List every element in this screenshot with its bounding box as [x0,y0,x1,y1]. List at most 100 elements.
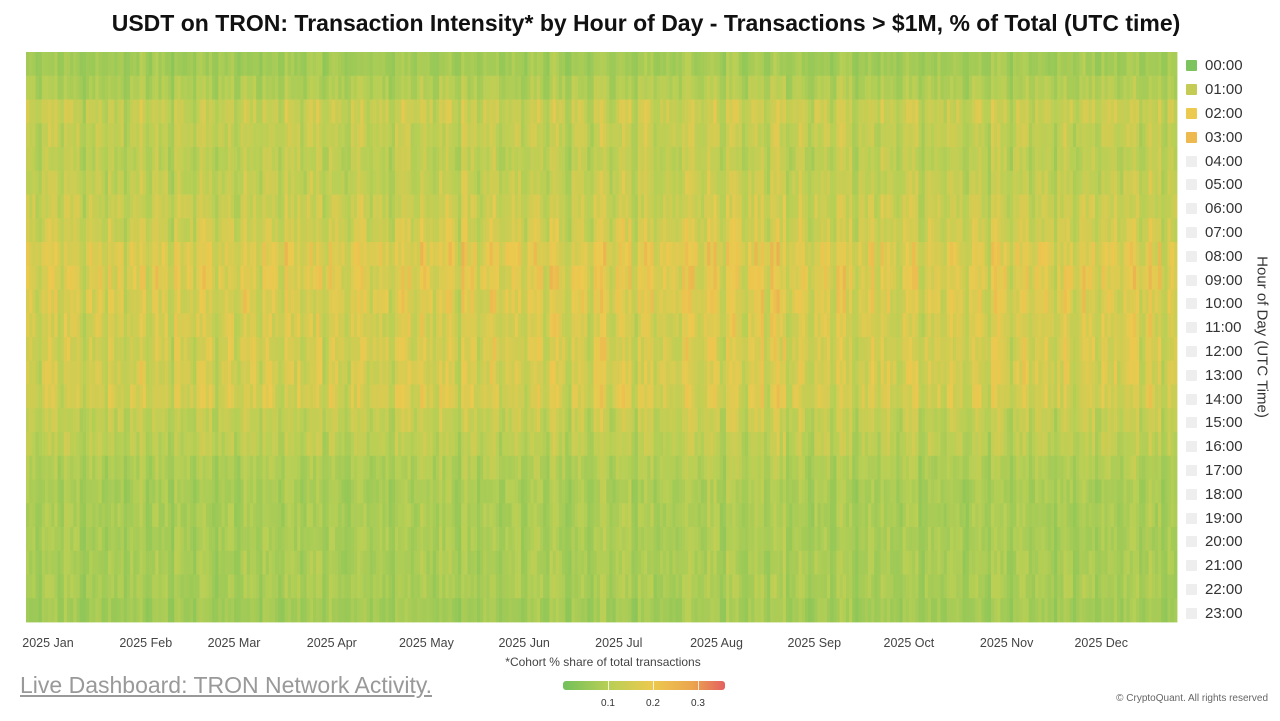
heatmap-cell [546,432,550,457]
heatmap-cell [158,527,162,552]
heatmap-cell [186,289,191,314]
heatmap-cell [174,574,178,599]
heatmap-cell [394,550,399,575]
heatmap-cell [372,265,377,290]
heatmap-cell [647,289,651,314]
heatmap-cell [442,170,446,195]
heatmap-cell [316,598,320,623]
heatmap-cell [26,289,30,314]
heatmap-cell [246,218,251,243]
heatmap-cell [363,313,367,338]
heatmap-cell [48,479,52,504]
heatmap-cell [193,194,197,219]
heatmap-cell [606,598,610,623]
heatmap-cell [366,455,371,480]
heatmap-cell [347,313,352,338]
heatmap-cell [281,432,285,457]
heatmap-cell [376,289,380,314]
heatmap-cell [306,527,311,552]
heatmap-cell [265,52,270,77]
heatmap-cell [448,455,453,480]
heatmap-cell [60,52,65,77]
heatmap-cell [445,432,449,457]
heatmap-cell [281,75,285,100]
heatmap-cell [552,170,557,195]
heatmap-cell [470,455,475,480]
heatmap-cell [429,598,434,623]
heatmap-cell [637,313,642,338]
heatmap-cell [656,313,661,338]
heatmap-cell [521,384,525,409]
heatmap-cell [57,265,62,290]
heatmap-cell [199,527,203,552]
heatmap-cell [104,218,109,243]
heatmap-cell [338,360,342,385]
heatmap-cell [675,408,680,433]
heatmap-cell [439,360,443,385]
heatmap-cell [527,432,531,457]
heatmap-cell [246,384,251,409]
heatmap-cell [622,432,626,457]
heatmap-cell [391,123,396,148]
heatmap-cell [180,147,185,172]
heatmap-cell [527,194,531,219]
heatmap-cell [38,147,43,172]
heatmap-cell [335,503,339,528]
heatmap-cell [404,170,408,195]
heatmap-cell [79,289,84,314]
heatmap-cell [297,265,301,290]
heatmap-cell [290,550,295,575]
heatmap-cell [552,194,557,219]
heatmap-cell [256,99,260,124]
heatmap-cell [622,218,626,243]
heatmap-cell [647,527,651,552]
heatmap-cell [290,99,295,124]
heatmap-cell [669,218,673,243]
heatmap-cell [571,432,576,457]
heatmap-cell [530,432,535,457]
heatmap-cell [382,455,386,480]
heatmap-cell [268,455,273,480]
heatmap-cell [609,52,613,77]
heatmap-cell [114,218,118,243]
heatmap-cell [599,360,604,385]
heatmap-cell [338,242,342,267]
heatmap-cell [95,52,99,77]
heatmap-cell [435,479,440,504]
heatmap-cell [590,242,595,267]
heatmap-cell [66,313,71,338]
heatmap-cell [379,170,383,195]
heatmap-cell [155,550,159,575]
heatmap-cell [420,598,424,623]
heatmap-cell [603,123,607,148]
heatmap-cell [63,527,68,552]
heatmap-cell [79,147,84,172]
heatmap-cell [495,337,500,362]
heatmap-cell [489,384,494,409]
heatmap-cell [243,479,248,504]
heatmap-cell [461,503,465,528]
heatmap-cell [590,170,595,195]
heatmap-cell [290,313,295,338]
heatmap-cell [338,75,342,100]
heatmap-cell [394,455,399,480]
heatmap-cell [278,598,282,623]
heatmap-cell [637,265,642,290]
heatmap-cell [196,75,200,100]
heatmap-cell [60,432,65,457]
heatmap-cell [271,574,276,599]
heatmap-cell [35,147,40,172]
heatmap-cell [148,598,153,623]
heatmap-cell [495,550,500,575]
heatmap-cell [549,313,554,338]
heatmap-cell [73,598,77,623]
heatmap-cell [243,194,248,219]
heatmap-cell [618,123,623,148]
heatmap-cell [622,52,626,77]
heatmap-cell [432,384,437,409]
heatmap-cell [205,550,210,575]
heatmap-cell [612,194,617,219]
heatmap-cell [622,313,626,338]
heatmap-cell [331,455,336,480]
heatmap-cell [530,123,535,148]
